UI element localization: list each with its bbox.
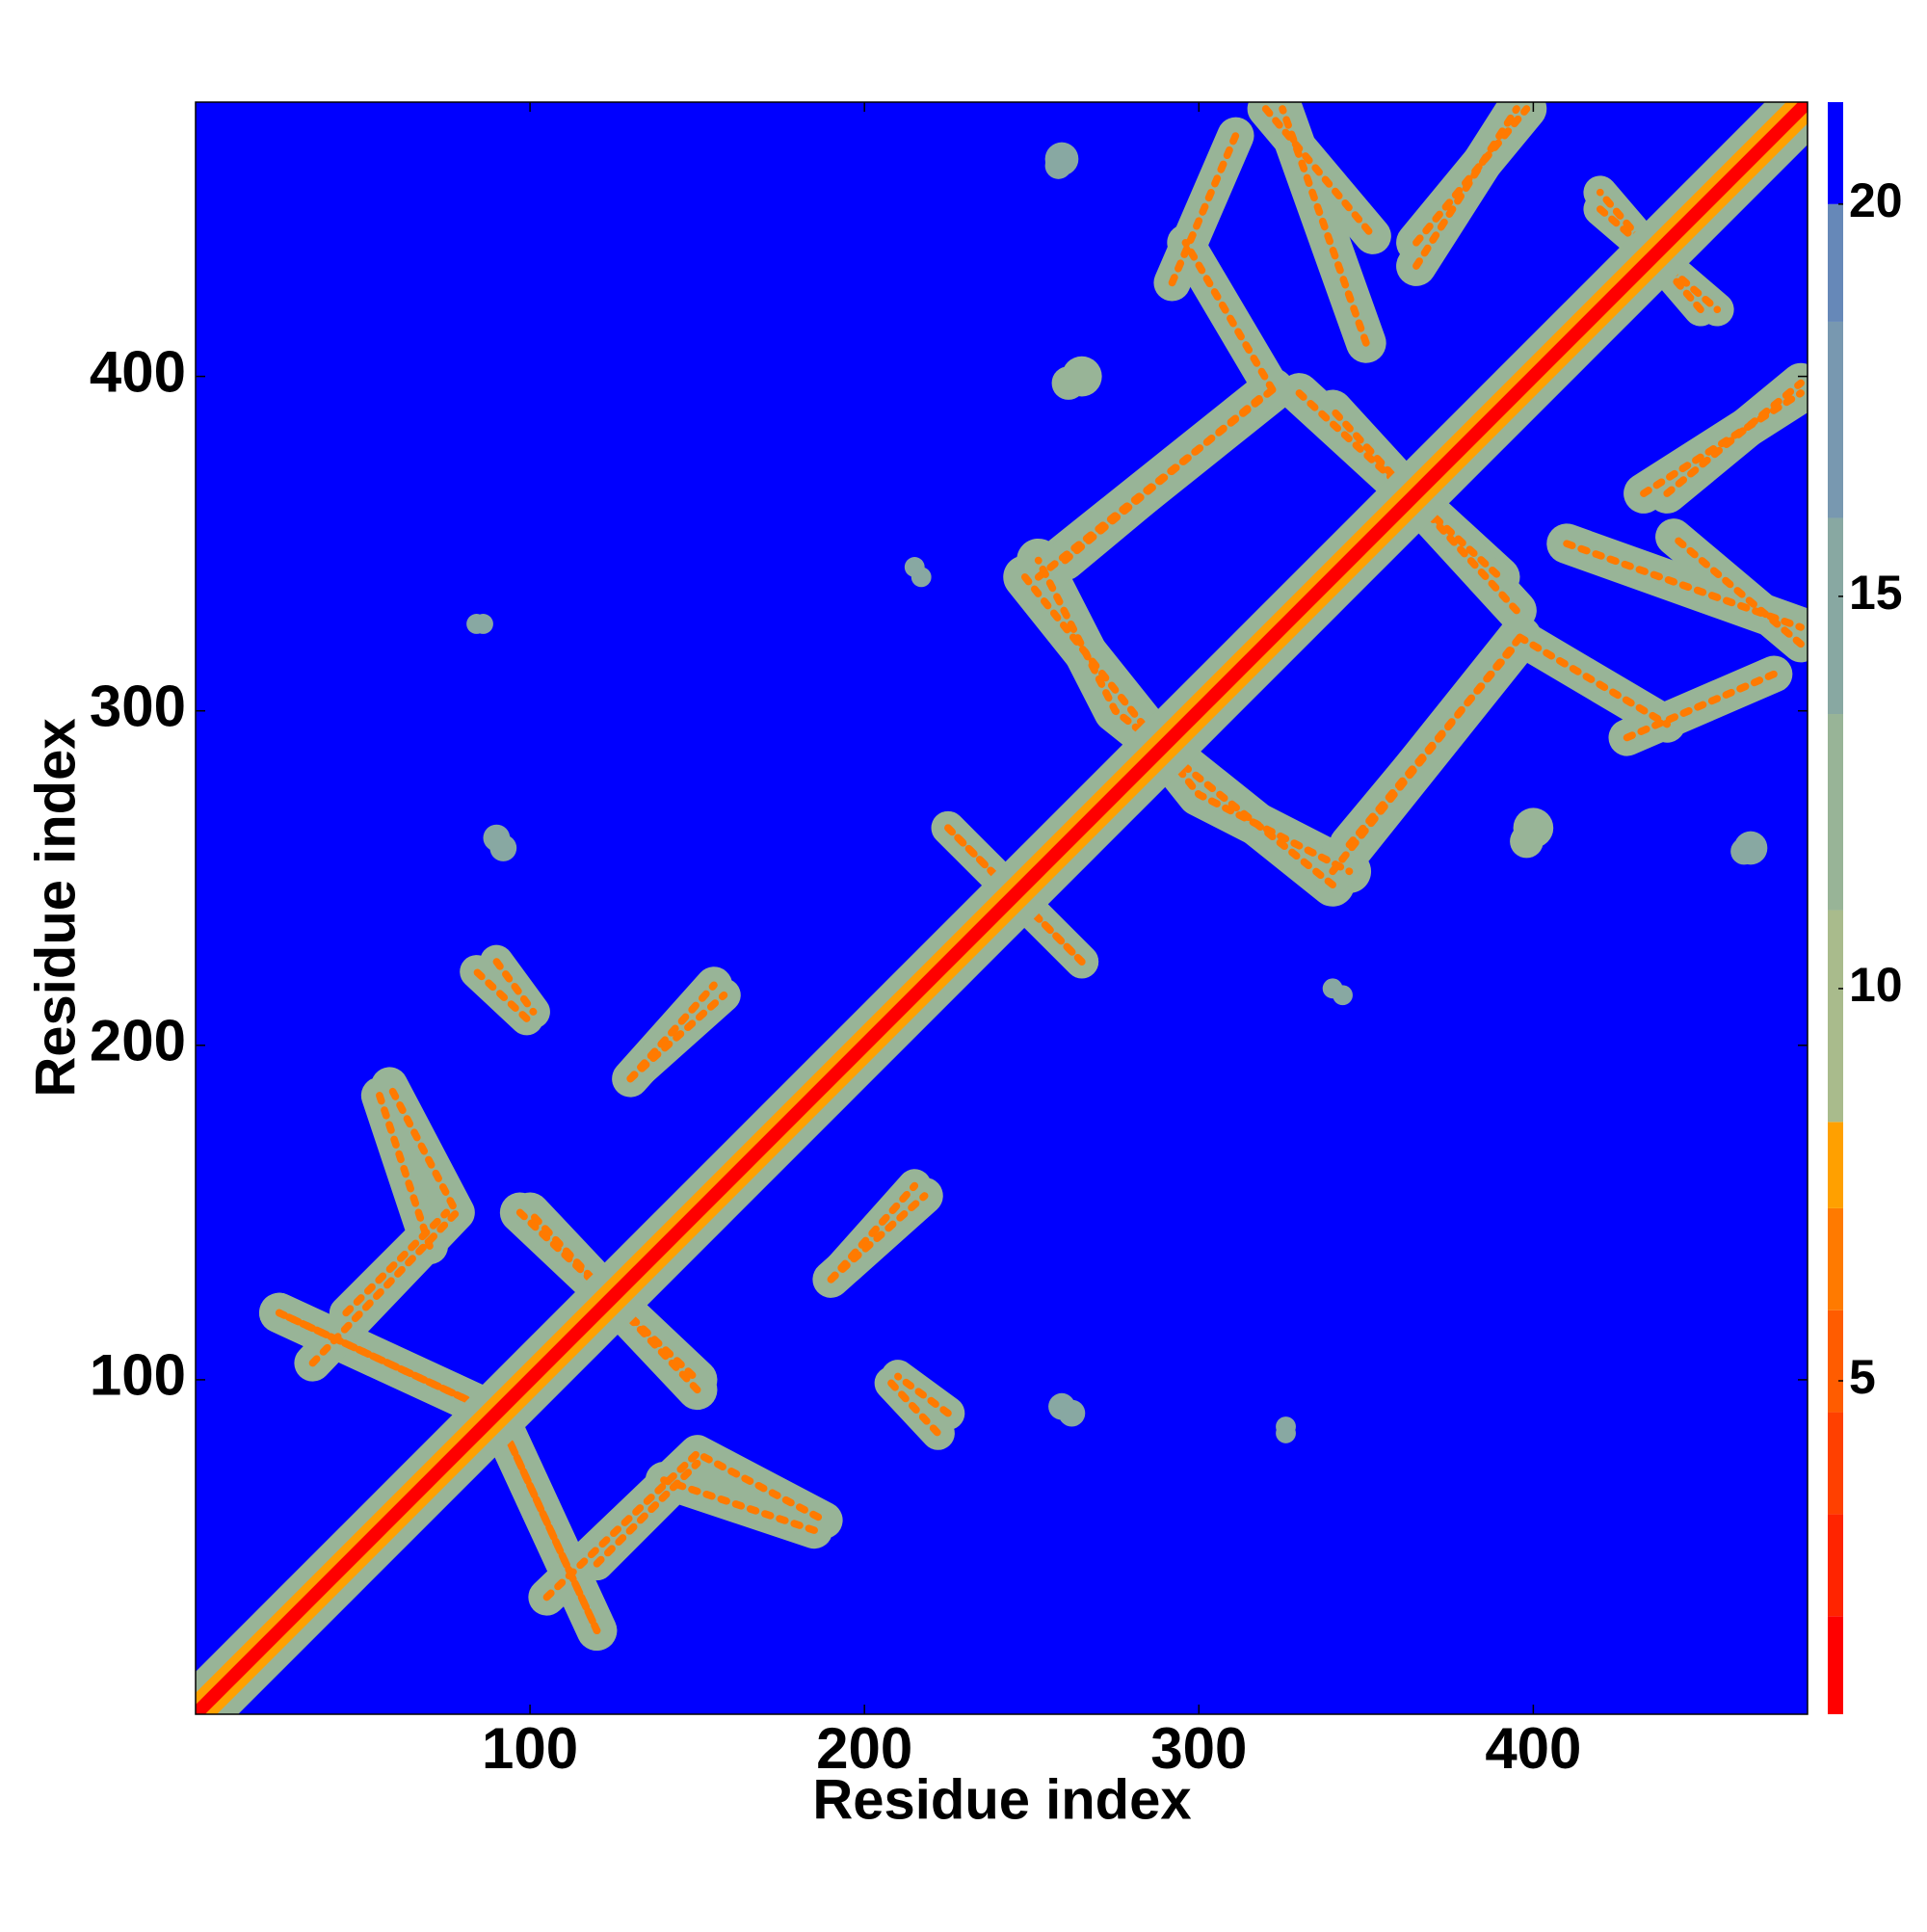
colorbar-segment <box>1828 1412 1843 1515</box>
contact-blob <box>1322 978 1343 999</box>
contact-core <box>1412 105 1531 247</box>
colorbar-segment <box>1828 321 1843 518</box>
contact-core <box>660 1476 818 1534</box>
contact-blob <box>1051 366 1086 400</box>
contact-core <box>1663 379 1805 497</box>
plot-area <box>196 102 1808 1714</box>
contact-core <box>827 1181 919 1284</box>
y-tick-label: 400 <box>90 339 186 404</box>
colorbar-segment <box>1828 1122 1843 1208</box>
colorbar-segment <box>1828 1207 1843 1310</box>
contact-blob <box>1276 1416 1296 1437</box>
y-tick-label: 100 <box>90 1343 186 1408</box>
contact-core <box>593 1459 701 1568</box>
x-tick-label: 400 <box>1485 1716 1581 1781</box>
contact-core <box>626 991 728 1083</box>
x-tick-label: 300 <box>1150 1716 1247 1781</box>
x-axis-label: Residue index <box>812 1768 1191 1831</box>
colorbar-segment <box>1828 1514 1843 1617</box>
contact-core <box>472 967 531 1022</box>
contact-core <box>1516 633 1672 728</box>
contact-core <box>1623 670 1779 742</box>
contact-blob <box>1044 152 1072 179</box>
contact-core <box>542 1449 829 1601</box>
colorbar-segment <box>1828 102 1843 204</box>
contact-core <box>1034 556 1336 889</box>
contact-core <box>887 1379 942 1438</box>
contact-blob <box>1730 837 1757 865</box>
contact-core <box>1261 105 1377 240</box>
colorbar-segment <box>1828 714 1843 911</box>
colorbar-tick-label: 5 <box>1849 1350 1876 1404</box>
contact-blob <box>1510 824 1544 859</box>
y-tick-label: 200 <box>90 1009 186 1073</box>
colorbar-segment <box>1828 203 1843 322</box>
contact-core <box>1181 238 1277 394</box>
colorbar-segment <box>1828 517 1843 715</box>
contact-blob <box>911 567 932 588</box>
colorbar-segment <box>1828 1616 1843 1714</box>
contact-core <box>1412 105 1520 270</box>
x-tick-label: 200 <box>816 1716 912 1781</box>
contact-core <box>342 1208 451 1317</box>
y-tick-label: 300 <box>90 675 186 739</box>
contact-core <box>1670 533 1805 648</box>
contact-core <box>894 1372 952 1417</box>
contact-blob <box>489 834 517 861</box>
x-tick-label: 100 <box>482 1716 578 1781</box>
colorbar-tick-label: 20 <box>1849 173 1903 227</box>
colorbar-segment <box>1828 910 1843 1123</box>
contact-core <box>1640 389 1805 497</box>
contact-blob <box>1048 1392 1075 1420</box>
plot-frame <box>195 101 1808 1715</box>
contact-core <box>1279 105 1370 347</box>
contact-core <box>308 1081 461 1367</box>
diagonal-band <box>196 102 1808 1714</box>
contact-core <box>376 1092 434 1250</box>
contact-blob <box>473 614 493 634</box>
contact-core <box>1168 131 1240 287</box>
colorbar-tick-label: 15 <box>1849 566 1903 620</box>
contact-core <box>492 958 538 1016</box>
contact-core <box>1061 389 1270 565</box>
colorbar-segment <box>1828 1310 1843 1413</box>
contact-core <box>1563 540 1805 631</box>
colorbar-tick-label: 10 <box>1849 958 1903 1012</box>
contact-core <box>1345 640 1520 849</box>
y-axis-label: Residue index <box>24 718 87 1097</box>
